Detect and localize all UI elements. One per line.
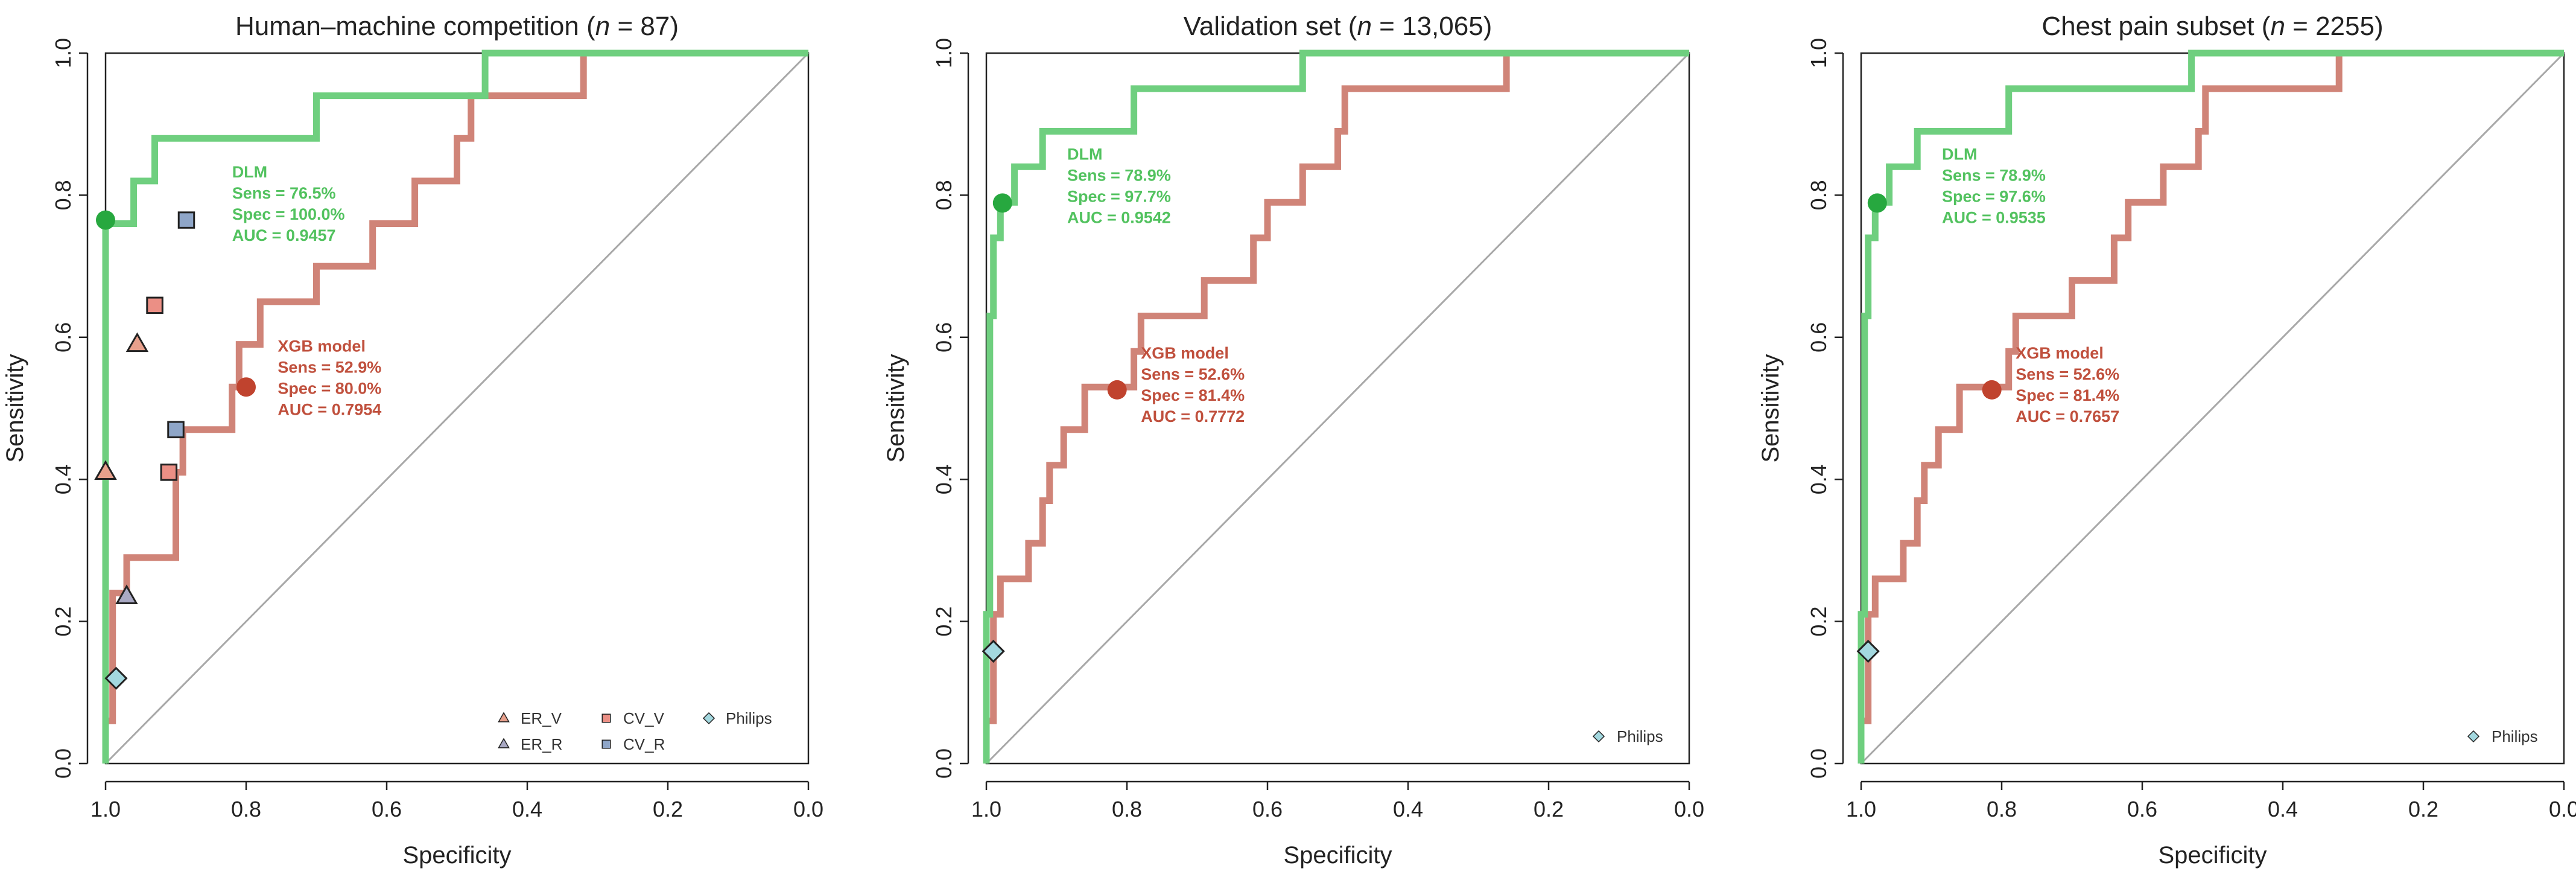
y-tick-label: 0.4 [51,464,75,494]
y-tick-label: 1.0 [931,38,956,68]
reader-square-marker-3 [146,296,163,314]
y-axis-label: Sensitivity [1757,354,1784,462]
reader-square-marker-5 [177,211,195,229]
chart-title: Chest pain subset (n = 2255) [2041,11,2383,41]
legend-label: ER_V [521,709,562,727]
dlm-roc-curve [983,49,1689,764]
y-tick-label: 0.4 [1806,464,1831,494]
xgb-model-annotation: XGB model Sens = 52.6% Spec = 81.4% AUC = 0… [2016,344,2119,426]
legend: Philips [2467,727,2538,745]
legend-marker-0 [498,712,510,722]
dlm-roc-curve [1857,49,2564,764]
xgb-model-roc-curve [102,49,808,764]
dlm-annotation: DLM Sens = 76.5% Spec = 100.0% AUC = 0.9457 [232,163,345,244]
reader-square-marker-4 [160,464,178,481]
x-axis-label: Specificity [1283,842,1392,869]
x-tick-label: 0.0 [2549,797,2576,821]
y-axis-label: Sensitivity [2,354,28,462]
dlm-roc-curve [102,49,808,764]
xgb-model-roc-curve [983,49,1689,764]
y-tick-label: 0.2 [51,607,75,637]
legend-marker-0 [1592,730,1605,743]
chance-diagonal [104,52,810,765]
y-tick-label: 0.8 [1806,180,1831,210]
xgb-model-annotation: XGB model Sens = 52.9% Spec = 80.0% AUC = 0… [278,337,381,418]
x-tick-label: 0.6 [2127,797,2157,821]
chance-diagonal [1860,52,2565,765]
dlm-operating-point [992,193,1012,213]
legend-marker-0 [2467,730,2480,743]
chart-title: Validation set (n = 13,065) [1184,11,1493,41]
dlm-operating-point [1867,193,1887,213]
reader-diamond-marker-7 [104,666,128,690]
x-tick-label: 0.4 [512,797,542,821]
reader-diamond-marker-0 [982,639,1005,663]
roc-panel-validation: Validation set (n = 13,065) 1.0 0.8 0.6 0.4 0… [883,11,1704,869]
reader-diamond-marker-0 [1856,639,1880,663]
x-tick-label: 0.2 [2408,797,2438,821]
xgb-model-operating-point [236,377,256,397]
x-tick-label: 0.8 [1112,797,1142,821]
roc-panel-chest-pain: Chest pain subset (n = 2255) 1.0 0.8 0.6 0.4… [1757,11,2576,869]
legend-marker-3 [601,739,611,749]
reader-triangle-marker-0 [94,460,117,480]
legend-marker-2 [601,713,611,723]
x-tick-label: 0.4 [2268,797,2298,821]
x-tick-label: 1.0 [1846,797,1876,821]
x-axis-label: Specificity [402,842,511,869]
y-tick-label: 0.6 [51,322,75,352]
x-tick-label: 1.0 [971,797,1001,821]
reader-triangle-marker-2 [115,584,138,604]
legend-label: ER_R [521,735,562,753]
xgb-model-roc-curve [1857,49,2564,764]
legend: ER_V ER_R CV_V CV_R Philips [498,709,772,753]
reader-square-marker-6 [167,421,185,439]
y-tick-label: 0.2 [1806,607,1831,637]
y-tick-label: 1.0 [1806,38,1831,68]
x-axis-label: Specificity [2158,842,2267,869]
x-tick-label: 0.0 [793,797,823,821]
y-tick-label: 0.2 [931,607,956,637]
x-tick-label: 0.2 [653,797,683,821]
dlm-annotation: DLM Sens = 78.9% Spec = 97.7% AUC = 0.9542 [1067,145,1171,227]
legend-label: CV_V [623,709,665,727]
legend-marker-4 [702,712,715,725]
reader-triangle-marker-1 [125,332,149,352]
x-tick-label: 0.2 [1534,797,1564,821]
y-tick-label: 0.6 [931,322,956,352]
legend: Philips [1592,727,1663,745]
y-tick-label: 0.0 [931,748,956,779]
legend-label: Philips [726,709,772,727]
xgb-model-operating-point [1107,380,1127,400]
dlm-annotation: DLM Sens = 78.9% Spec = 97.6% AUC = 0.9535 [1942,145,2046,227]
legend-marker-1 [498,738,510,748]
y-tick-label: 0.6 [1806,322,1831,352]
xgb-model-annotation: XGB model Sens = 52.6% Spec = 81.4% AUC = 0… [1141,344,1245,426]
chance-diagonal [985,52,1690,765]
roc-panel-human-machine: Human–machine competition (n = 87) 1.0 0.8… [2,11,823,869]
xgb-model-operating-point [1982,380,2002,400]
x-tick-label: 1.0 [90,797,121,821]
x-tick-label: 0.6 [1252,797,1283,821]
x-tick-label: 0.6 [372,797,402,821]
legend-label: CV_R [623,735,665,753]
x-tick-label: 0.0 [1674,797,1704,821]
y-tick-label: 0.4 [931,464,956,494]
legend-label: Philips [2492,727,2538,745]
legend-label: Philips [1617,727,1663,745]
x-tick-label: 0.8 [1987,797,2017,821]
y-axis-label: Sensitivity [883,354,909,462]
x-tick-label: 0.4 [1393,797,1423,821]
y-tick-label: 0.0 [51,748,75,779]
y-tick-label: 0.0 [1806,748,1831,779]
x-tick-label: 0.8 [231,797,261,821]
chart-title: Human–machine competition (n = 87) [235,11,679,41]
y-tick-label: 0.8 [51,180,75,210]
y-tick-label: 0.8 [931,180,956,210]
dlm-operating-point [96,210,115,230]
y-tick-label: 1.0 [51,38,75,68]
